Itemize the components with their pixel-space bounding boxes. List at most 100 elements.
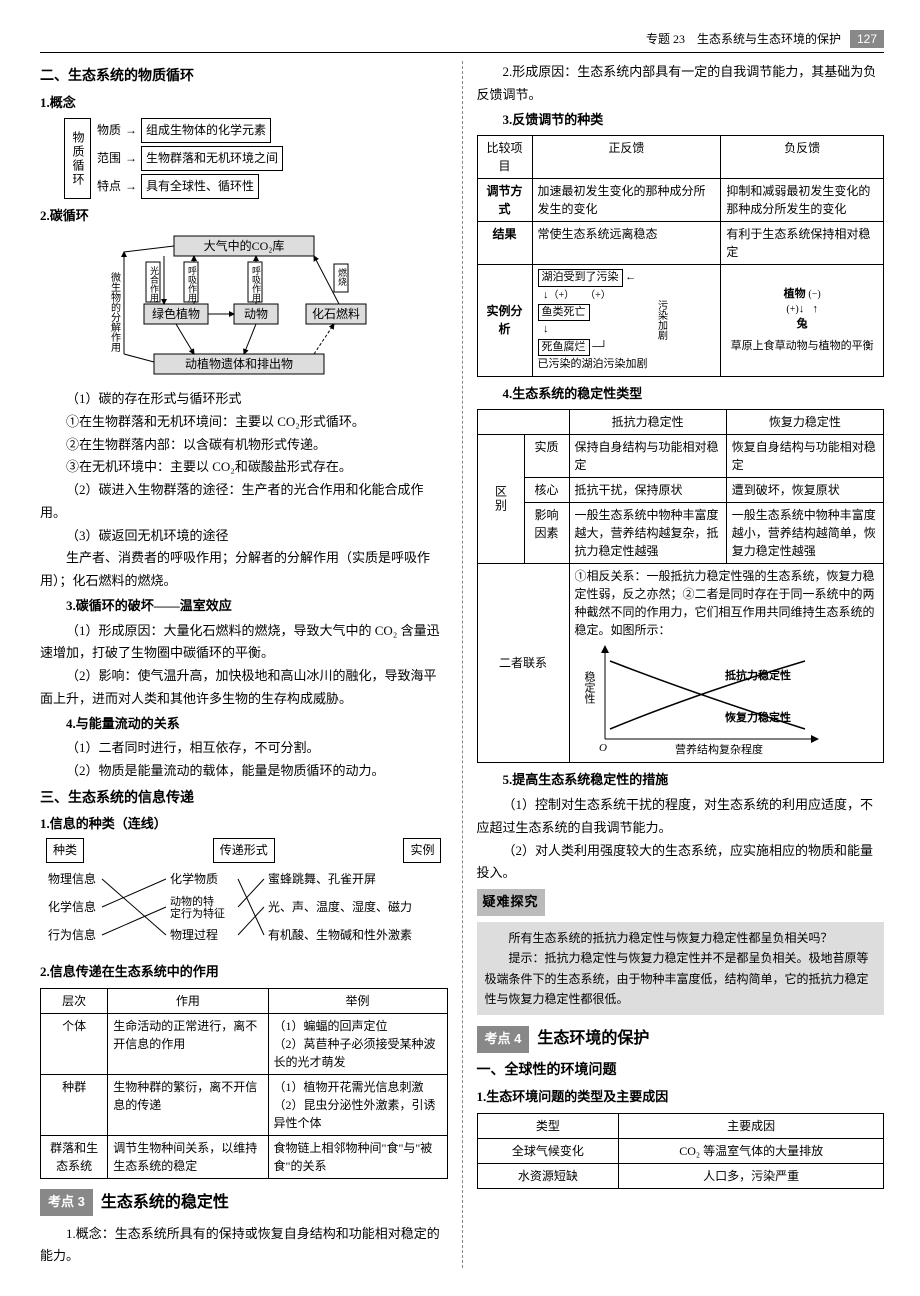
para: ①在生物群落和无机环境间：主要以 CO₂形式循环。 — [40, 411, 448, 434]
subhead-carbon-cycle: 2.碳循环 — [40, 205, 448, 228]
svg-text:O: O — [599, 742, 607, 754]
negative-feedback-diagram: 植物 (−) (+)↓ ↑ 兔 草原上食草动物与植物的平衡 — [721, 265, 884, 376]
table-row: 核心抵抗干扰，保持原状遭到破坏，恢复原状 — [477, 478, 884, 503]
para: ②在生物群落内部：以含碳有机物形式传递。 — [40, 434, 448, 457]
heading-info-transfer: 三、生态系统的信息传递 — [40, 787, 448, 812]
header-subject: 专题 23 生态系统与生态环境的保护 — [646, 32, 841, 46]
table-row: 区别 实质保持自身结构与功能相对稳定恢复自身结构与功能相对稳定 — [477, 435, 884, 478]
para: （2）对人类利用强度较大的生态系统，应实施相应的物质和能量投入。 — [477, 840, 885, 886]
para: （1）二者同时进行，相互依存，不可分割。 — [40, 737, 448, 760]
page-header: 专题 23 生态系统与生态环境的保护 127 — [40, 28, 884, 53]
subhead-greenhouse: 3.碳循环的破坏——温室效应 — [40, 595, 448, 618]
table-row: 影响因素一般生态系统中物种丰富度越大，营养结构越复杂，抵抗力稳定性越强一般生态系… — [477, 503, 884, 564]
para: 1.概念：生态系统所具有的保持或恢复自身结构和功能相对稳定的能力。 — [40, 1223, 448, 1269]
info-header-row: 种类 传递形式 实例 — [46, 838, 442, 863]
svg-text:定行为特征: 定行为特征 — [170, 906, 225, 920]
page-number: 127 — [850, 30, 884, 48]
difficulty-box: 所有生态系统的抵抗力稳定性与恢复力稳定性都呈负相关吗？ 提示：抵抗力稳定性与恢复… — [477, 922, 885, 1016]
para: （2）物质是能量流动的载体，能量是物质循环的动力。 — [40, 760, 448, 783]
svg-text:抵抗力稳定性: 抵抗力稳定性 — [725, 668, 791, 682]
concept-row: 特点→具有全球性、循环性 — [97, 174, 283, 199]
table-row: 调节方式加速最初发生变化的那种成分所发生的变化抑制和减弱最初发生变化的那种成分所… — [477, 179, 884, 222]
info-types-figure: 种类 传递形式 实例 物理信息 化学信息 行为信息 化学物质 动物的特 定行为特… — [40, 838, 448, 955]
difficulty-heading: 疑难探究 — [477, 889, 545, 916]
section-tag: 考点 4 — [477, 1026, 530, 1053]
concept-row: 范围→生物群落和无机环境之间 — [97, 146, 283, 171]
left-column: 二、生态系统的物质循环 1.概念 物质循环 物质→组成生物体的化学元素 范围→生… — [40, 61, 463, 1268]
para: （2）影响：使气温升高，加快极地和高山冰川的融化，导致海平面上升，进而对人类和其… — [40, 665, 448, 711]
section-3-header: 考点 3 生态系统的稳定性 — [40, 1189, 448, 1217]
svg-text:动植物遗体和排出物: 动植物遗体和排出物 — [185, 356, 293, 371]
svg-text:呼吸作用: 呼吸作用 — [187, 266, 197, 303]
env-problems-table: 类型主要成因 全球气候变化CO₂ 等温室气体的大量排放 水资源短缺人口多，污染严… — [477, 1113, 885, 1189]
svg-text:绿色植物: 绿色植物 — [152, 306, 200, 321]
svg-text:化石燃料: 化石燃料 — [312, 306, 360, 321]
para: 生产者、消费者的呼吸作用；分解者的分解作用（实质是呼吸作用）；化石燃料的燃烧。 — [40, 547, 448, 593]
right-column: 2.形成原因：生态系统内部具有一定的自我调节能力，其基础为负反馈调节。 3.反馈… — [463, 61, 885, 1268]
stability-table: 抵抗力稳定性恢复力稳定性 区别 实质保持自身结构与功能相对稳定恢复自身结构与功能… — [477, 409, 885, 763]
svg-text:燃烧: 燃烧 — [337, 267, 347, 287]
table-row: 全球气候变化CO₂ 等温室气体的大量排放 — [477, 1138, 884, 1163]
heading-material-cycle: 二、生态系统的物质循环 — [40, 65, 448, 90]
section-4-header: 考点 4 生态环境的保护 — [477, 1025, 885, 1053]
subhead-stability-types: 4.生态系统的稳定性类型 — [477, 383, 885, 406]
svg-text:有机酸、生物碱和性外激素: 有机酸、生物碱和性外激素 — [268, 927, 412, 942]
svg-text:恢复力稳定性: 恢复力稳定性 — [725, 710, 791, 724]
positive-feedback-diagram: 湖泊受到了污染 ← ↓（+） （+） 鱼类死亡 ↓ 死鱼腐烂 ─┘ 已污染的湖泊… — [532, 265, 721, 376]
subhead-improve-stability: 5.提高生态系统稳定性的措施 — [477, 769, 885, 792]
subhead-feedback-types: 3.反馈调节的种类 — [477, 109, 885, 132]
subhead-energy-relation: 4.与能量流动的关系 — [40, 713, 448, 736]
feedback-table: 比较项目正反馈负反馈 调节方式加速最初发生变化的那种成分所发生的变化抑制和减弱最… — [477, 135, 885, 376]
svg-text:呼吸作用: 呼吸作用 — [251, 266, 261, 303]
two-column-layout: 二、生态系统的物质循环 1.概念 物质循环 物质→组成生物体的化学元素 范围→生… — [40, 61, 884, 1268]
carbon-cycle-figure: 大气中的CO₂库 绿色植物 动物 化石燃料 动植物遗体和排出物 — [40, 232, 448, 382]
concept-rows: 物质→组成生物体的化学元素 范围→生物群落和无机环境之间 特点→具有全球性、循环… — [97, 118, 283, 199]
svg-text:物理信息: 物理信息 — [48, 871, 96, 886]
stability-chart: 稳定性 O 营养结构复杂程度 抵抗力稳定性 恢复力稳定性 — [575, 639, 879, 759]
subhead-env-problems: 1.生态环境问题的类型及主要成因 — [477, 1086, 885, 1109]
svg-text:光、声、温度、湿度、磁力: 光、声、温度、湿度、磁力 — [268, 899, 412, 914]
para: 2.形成原因：生态系统内部具有一定的自我调节能力，其基础为负反馈调节。 — [477, 61, 885, 107]
svg-text:稳定性: 稳定性 — [583, 670, 596, 705]
svg-text:微生物的分解作用: 微生物的分解作用 — [108, 271, 120, 353]
stability-relationship-cell: ①相反关系：一般抵抗力稳定性强的生态系统，恢复力稳定性弱，反之亦然；②二者是同时… — [569, 564, 884, 763]
arrow-icon: → — [125, 148, 137, 169]
para: （1）形成原因：大量化石燃料的燃烧，导致大气中的 CO₂ 含量迅速增加，打破了生… — [40, 620, 448, 666]
para: （2）碳进入生物群落的途径：生产者的光合作用和化能合成作用。 — [40, 479, 448, 525]
page: 专题 23 生态系统与生态环境的保护 127 二、生态系统的物质循环 1.概念 … — [0, 0, 920, 1296]
para: ③在无机环境中：主要以 CO₂和碳酸盐形式存在。 — [40, 456, 448, 479]
para: （1）碳的存在形式与循环形式 — [40, 388, 448, 411]
arrow-icon: → — [125, 120, 137, 141]
svg-text:动物: 动物 — [244, 307, 268, 321]
subhead-concept: 1.概念 — [40, 92, 448, 115]
arrow-icon: → — [125, 176, 137, 197]
concept-row: 物质→组成生物体的化学元素 — [97, 118, 283, 143]
info-role-table: 层次作用举例 个体生命活动的正常进行，离不开信息的作用（1）蝙蝠的回声定位 （2… — [40, 988, 448, 1179]
heading-global-env: 一、全球性的环境问题 — [477, 1059, 885, 1084]
svg-text:化学信息: 化学信息 — [48, 899, 96, 914]
table-row: 种群生物种群的繁衍，离不开信息的传递（1）植物开花需光信息刺激 （2）昆虫分泌性… — [41, 1074, 448, 1135]
svg-text:光合作用: 光合作用 — [149, 265, 159, 303]
svg-text:物理过程: 物理过程 — [170, 927, 218, 942]
subhead-info-role: 2.信息传递在生态系统中的作用 — [40, 961, 448, 984]
concept-main-box: 物质循环 — [64, 118, 91, 199]
svg-text:蜜蜂跳舞、孔雀开屏: 蜜蜂跳舞、孔雀开屏 — [268, 871, 376, 886]
para: （1）控制对生态系统干扰的程度，对生态系统的利用应适度，不应超过生态系统的自我调… — [477, 794, 885, 840]
table-row: 水资源短缺人口多，污染严重 — [477, 1163, 884, 1188]
section-title: 生态环境的保护 — [537, 1025, 649, 1053]
svg-text:营养结构复杂程度: 营养结构复杂程度 — [675, 742, 763, 756]
svg-text:大气中的CO₂库: 大气中的CO₂库 — [203, 238, 284, 253]
table-row: 二者联系 ①相反关系：一般抵抗力稳定性强的生态系统，恢复力稳定性弱，反之亦然；②… — [477, 564, 884, 763]
table-row: 实例分析 湖泊受到了污染 ← ↓（+） （+） 鱼类死亡 ↓ 死鱼腐烂 ─┘ 已… — [477, 265, 884, 376]
section-title: 生态系统的稳定性 — [101, 1189, 229, 1217]
svg-text:行为信息: 行为信息 — [48, 927, 96, 942]
concept-diagram: 物质循环 物质→组成生物体的化学元素 范围→生物群落和无机环境之间 特点→具有全… — [64, 118, 448, 199]
subhead-info-types: 1.信息的种类（连线） — [40, 813, 448, 836]
table-row: 结果常使生态系统远离稳态有利于生态系统保持相对稳定 — [477, 222, 884, 265]
table-row: 群落和生态系统调节生物种间关系，以维持生态系统的稳定食物链上相邻物种间"食"与"… — [41, 1135, 448, 1178]
svg-text:化学物质: 化学物质 — [170, 871, 218, 886]
section-tag: 考点 3 — [40, 1189, 93, 1216]
svg-text:动物的特: 动物的特 — [170, 894, 214, 908]
table-row: 个体生命活动的正常进行，离不开信息的作用（1）蝙蝠的回声定位 （2）莴苣种子必须… — [41, 1013, 448, 1074]
para: （3）碳返回无机环境的途径 — [40, 525, 448, 548]
